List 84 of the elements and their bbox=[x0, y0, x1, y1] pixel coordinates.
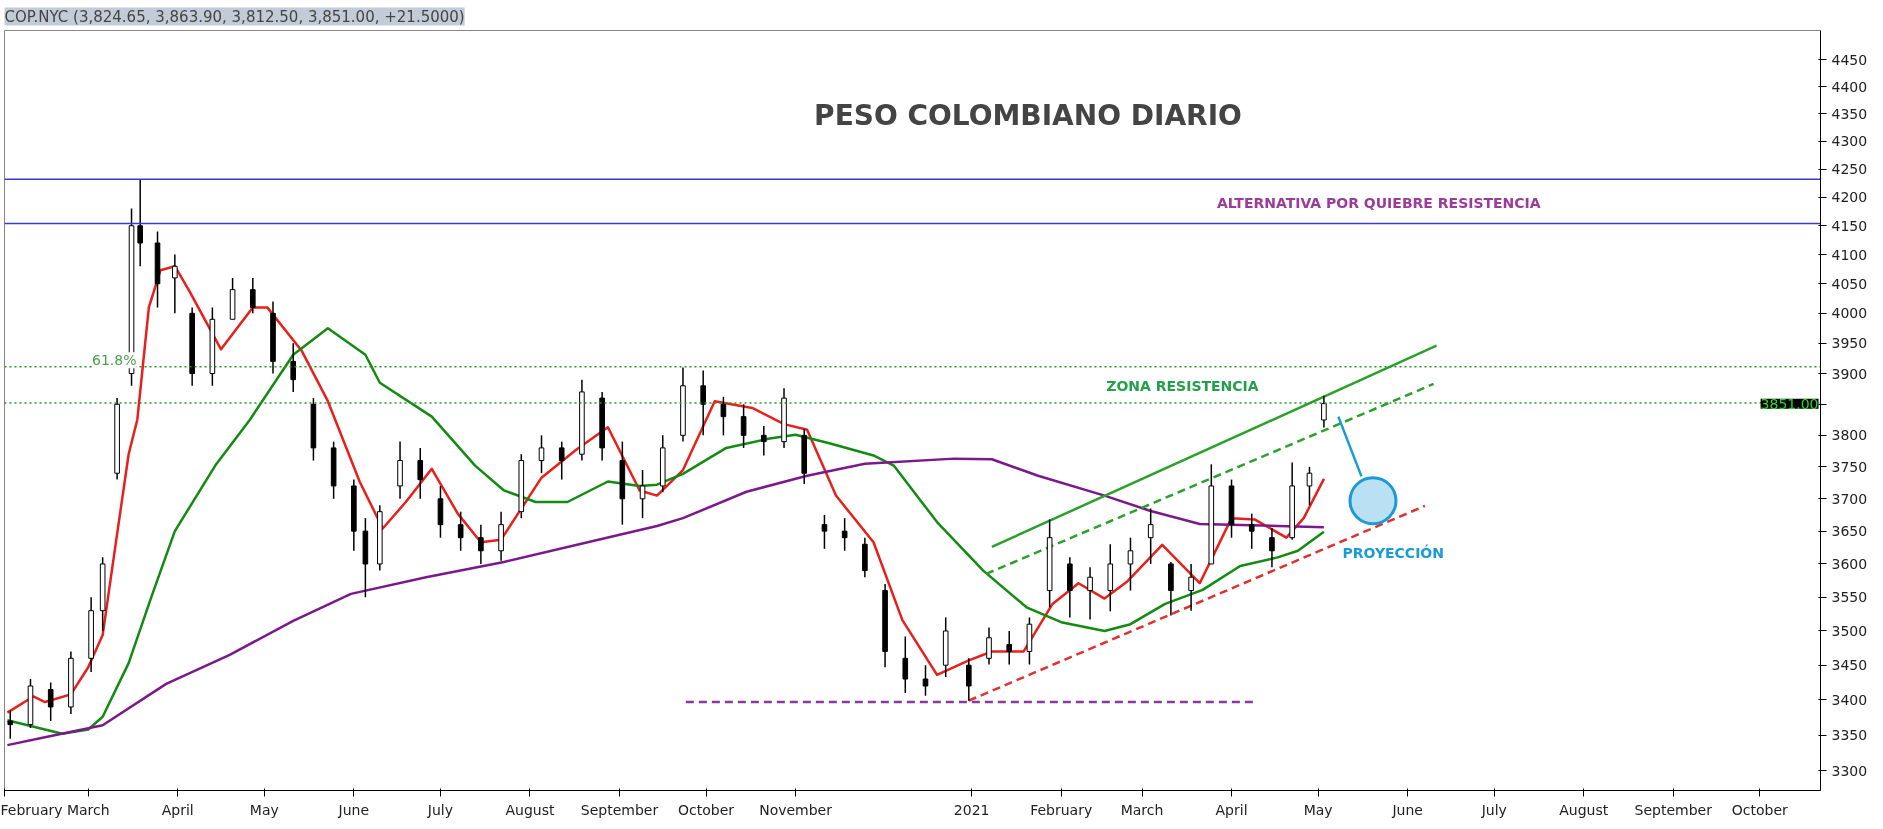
candlestick bbox=[700, 369, 706, 437]
x-tick-label: February bbox=[1030, 801, 1093, 818]
x-tick-label: August bbox=[505, 801, 555, 818]
candlestick bbox=[457, 510, 464, 552]
x-tick-label: June bbox=[337, 801, 370, 818]
x-tick-label: March bbox=[1120, 801, 1164, 818]
text: PESO COLOMBIANO DIARIO bbox=[814, 99, 1242, 132]
y-tick-label: 4250 bbox=[1831, 161, 1868, 178]
y-tick-label: 3450 bbox=[1831, 657, 1868, 674]
y-tick-label: 4200 bbox=[1831, 189, 1868, 206]
annotation: PROYECCIÓN bbox=[1342, 543, 1444, 561]
y-tick-label: 3600 bbox=[1831, 555, 1868, 572]
x-tick-label: April bbox=[1215, 801, 1248, 818]
x-tick-label: March bbox=[66, 801, 110, 818]
candlestick bbox=[761, 425, 767, 457]
candlestick bbox=[172, 253, 178, 315]
candlestick bbox=[720, 396, 727, 437]
y-tick-label: 4350 bbox=[1831, 105, 1868, 122]
candlestick bbox=[740, 403, 747, 449]
y-tick-label: 3800 bbox=[1831, 427, 1868, 444]
y-tick-label: 3950 bbox=[1831, 335, 1868, 352]
candlestick bbox=[1306, 466, 1313, 506]
candlestick bbox=[1087, 566, 1093, 621]
candlestick bbox=[137, 178, 143, 267]
candlestick bbox=[47, 681, 54, 722]
x-tick-label: April bbox=[161, 801, 194, 818]
x-tick-label: September bbox=[580, 801, 659, 818]
x-tick-label: 2021 bbox=[953, 801, 990, 818]
candlestick bbox=[478, 523, 484, 565]
candlestick bbox=[1269, 527, 1275, 569]
annotation: 3851.00 bbox=[1760, 395, 1819, 412]
y-tick-label: 3900 bbox=[1831, 365, 1868, 382]
y-tick-label: 3350 bbox=[1831, 727, 1868, 744]
y-tick-label: 4050 bbox=[1831, 275, 1868, 292]
candlestick bbox=[7, 709, 14, 740]
candlestick bbox=[821, 514, 828, 550]
candlestick bbox=[922, 664, 929, 697]
x-tick-label: May bbox=[1303, 801, 1333, 818]
candlestick bbox=[986, 626, 992, 666]
candlestick bbox=[639, 469, 646, 519]
candlestick bbox=[1006, 630, 1013, 666]
candlestick bbox=[841, 517, 848, 552]
x-tick-label: October bbox=[678, 801, 735, 818]
candlestick bbox=[538, 434, 545, 474]
y-tick-label: 3500 bbox=[1831, 622, 1868, 639]
x-tick-label: July bbox=[1480, 801, 1507, 818]
y-tick-label: 4400 bbox=[1831, 78, 1868, 95]
x-tick-label: October bbox=[1731, 801, 1789, 818]
y-tick-label: 3300 bbox=[1831, 762, 1868, 779]
candlestick bbox=[1147, 507, 1154, 565]
annotation: ALTERNATIVA POR QUIEBRE RESISTENCIA bbox=[1216, 194, 1541, 211]
line-series bbox=[6, 327, 1326, 736]
y-tick-label: 4300 bbox=[1831, 133, 1868, 150]
candlestick bbox=[1127, 536, 1134, 592]
y-tick-label: 3700 bbox=[1831, 490, 1868, 507]
candlestick bbox=[902, 635, 909, 694]
y-tick-label: 3400 bbox=[1831, 691, 1868, 708]
x-tick-label: February bbox=[0, 801, 63, 818]
x-tick-label: September bbox=[1634, 801, 1713, 818]
candlestick bbox=[249, 277, 256, 315]
y-tick-label: 4100 bbox=[1831, 246, 1868, 263]
x-tick-label: May bbox=[249, 801, 279, 818]
annotation: ZONA RESISTENCIA bbox=[1106, 377, 1259, 394]
y-tick-label: 4150 bbox=[1831, 217, 1868, 234]
candlestick bbox=[1321, 394, 1327, 429]
candlestick bbox=[558, 440, 565, 481]
chart-subtitle: COP.NYC (3,824.65, 3,863.90, 3,812.50, 3,851.00, +21.5000) bbox=[4, 7, 465, 26]
line-series bbox=[6, 457, 1326, 747]
candlestick bbox=[1188, 563, 1194, 612]
y-tick-label: 4450 bbox=[1831, 51, 1868, 68]
candlestick bbox=[965, 657, 972, 702]
annotation: 61.8% bbox=[91, 352, 137, 369]
x-tick-label: July bbox=[426, 801, 454, 818]
x-tick-label: November bbox=[759, 801, 833, 818]
x-tick-label: August bbox=[1559, 801, 1609, 818]
y-tick-label: 4000 bbox=[1831, 305, 1868, 322]
x-tick-label: June bbox=[1391, 801, 1423, 818]
candlestick bbox=[290, 342, 297, 393]
candlestick bbox=[1248, 512, 1255, 550]
candlestick bbox=[417, 447, 424, 500]
y-tick-label: 3550 bbox=[1831, 589, 1868, 606]
y-tick-label: 3650 bbox=[1831, 523, 1868, 540]
line-series bbox=[6, 264, 1326, 714]
y-tick-label: 3750 bbox=[1831, 458, 1868, 475]
